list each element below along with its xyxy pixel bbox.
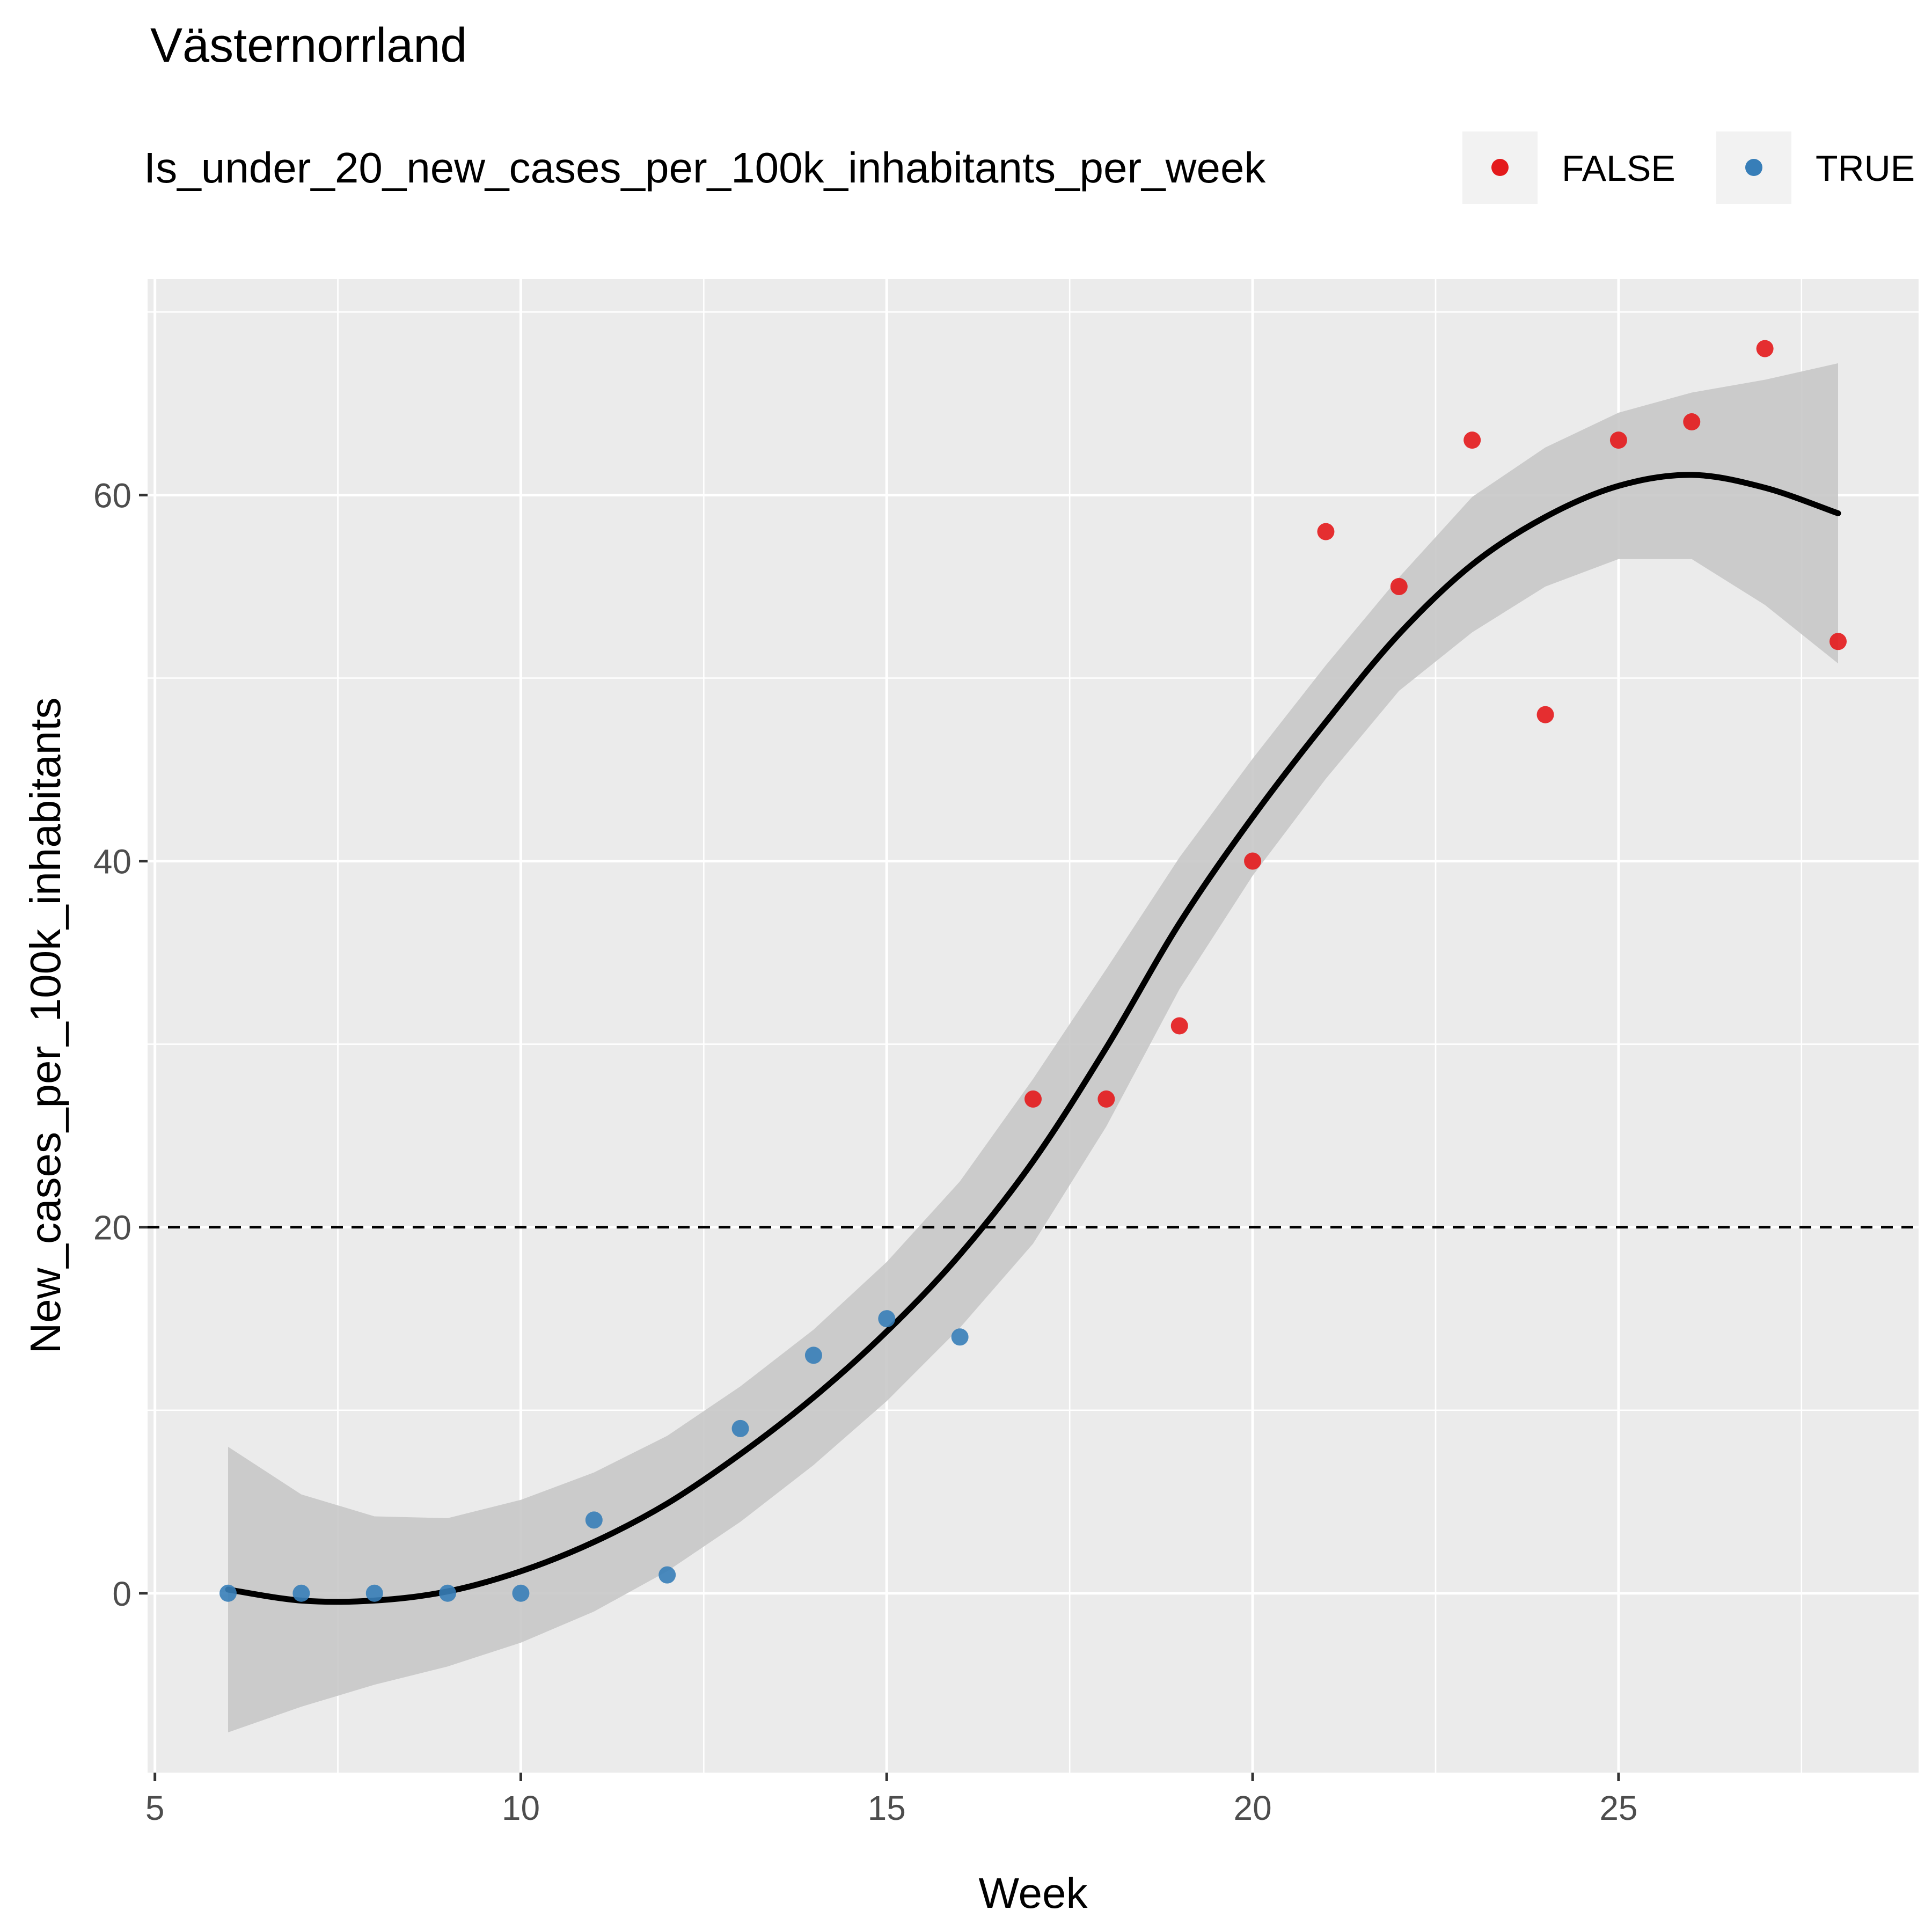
data-point-false (1170, 1017, 1188, 1035)
x-axis-title: Week (978, 1869, 1088, 1917)
legend-entry-true: TRUE (1716, 131, 1915, 204)
y-axis-title: New_cases_per_100k_inhabitants (21, 697, 69, 1353)
confidence-band (228, 363, 1838, 1733)
y-tick-label: 0 (112, 1575, 131, 1613)
data-point-true (951, 1328, 969, 1346)
data-point-true (439, 1584, 457, 1602)
data-point-true (658, 1566, 676, 1584)
x-tick-label: 15 (868, 1789, 906, 1827)
data-point-true (219, 1584, 237, 1602)
x-axis: 5 10 15 20 25 (145, 1773, 1638, 1827)
data-point-false (1683, 413, 1701, 431)
legend-entry-false: FALSE (1462, 131, 1675, 204)
data-point-false (1756, 340, 1774, 357)
data-point-true (804, 1346, 822, 1364)
legend-label-false: FALSE (1562, 148, 1675, 189)
data-point-false (1024, 1090, 1042, 1108)
points-layer (219, 340, 1847, 1602)
smooth-line (225, 472, 1841, 1605)
data-point-true (731, 1419, 749, 1437)
data-point-false (1536, 706, 1554, 723)
data-point-false (1097, 1090, 1115, 1108)
y-tick-label: 40 (93, 843, 131, 881)
x-tick-label: 10 (502, 1789, 540, 1827)
data-point-true (878, 1310, 896, 1328)
y-tick-label: 20 (93, 1209, 131, 1247)
data-point-false (1609, 431, 1627, 449)
y-axis: 0 20 40 60 (93, 476, 148, 1613)
data-point-false (1390, 577, 1408, 595)
data-point-true (292, 1584, 310, 1602)
data-point-false (1244, 852, 1262, 870)
x-tick-label: 20 (1233, 1789, 1271, 1827)
legend-marker-true (1745, 159, 1762, 176)
data-point-true (512, 1584, 530, 1602)
x-tick-label: 5 (145, 1789, 165, 1827)
data-point-false (1317, 523, 1335, 540)
x-tick-label: 25 (1599, 1789, 1637, 1827)
legend-label-true: TRUE (1816, 148, 1915, 189)
y-tick-label: 60 (93, 476, 131, 515)
confidence-band-layer (228, 363, 1838, 1733)
data-point-true (585, 1511, 603, 1529)
data-point-false (1829, 633, 1847, 650)
data-point-false (1463, 431, 1481, 449)
legend-marker-false (1491, 159, 1509, 176)
legend-title: Is_under_20_new_cases_per_100k_inhabitan… (144, 144, 1266, 192)
data-point-true (365, 1584, 383, 1602)
chart-title: Västernorrland (150, 19, 467, 72)
smooth-line-layer (225, 472, 1841, 1605)
